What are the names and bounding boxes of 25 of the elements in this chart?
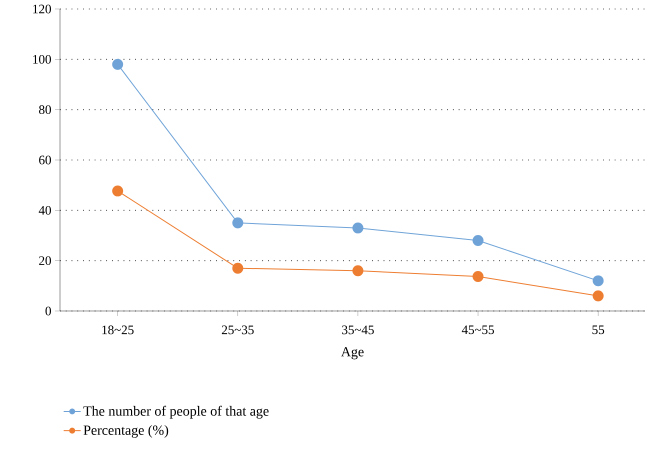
x-tick-label: 18~25 xyxy=(102,326,134,334)
y-tick-label: 20 xyxy=(39,256,51,266)
point xyxy=(232,217,244,228)
point xyxy=(472,235,484,246)
point xyxy=(472,271,484,282)
point xyxy=(352,222,364,234)
point xyxy=(112,58,124,70)
y-tick-label: 120 xyxy=(33,4,51,14)
y-tick-label: 40 xyxy=(38,206,51,215)
x-tick-label: 45~55 xyxy=(462,326,494,334)
x-tick-label: 25~35 xyxy=(222,326,254,334)
y-tick-label: 100 xyxy=(33,54,51,64)
legend-label: The number of people of that age xyxy=(83,406,269,419)
y-tick-label: 80 xyxy=(39,105,51,114)
point xyxy=(352,265,364,276)
point xyxy=(592,275,604,286)
y-tick-label: 60 xyxy=(39,156,51,164)
legend-label: Percentage (%) xyxy=(84,425,168,438)
x-axis-title: Age xyxy=(341,347,364,360)
point xyxy=(232,262,244,274)
point xyxy=(592,290,604,302)
y-tick-label: 0 xyxy=(46,306,51,316)
x-tick-label: 35~45 xyxy=(342,326,374,334)
x-tick-label: 55 xyxy=(592,326,604,334)
point xyxy=(112,185,124,196)
